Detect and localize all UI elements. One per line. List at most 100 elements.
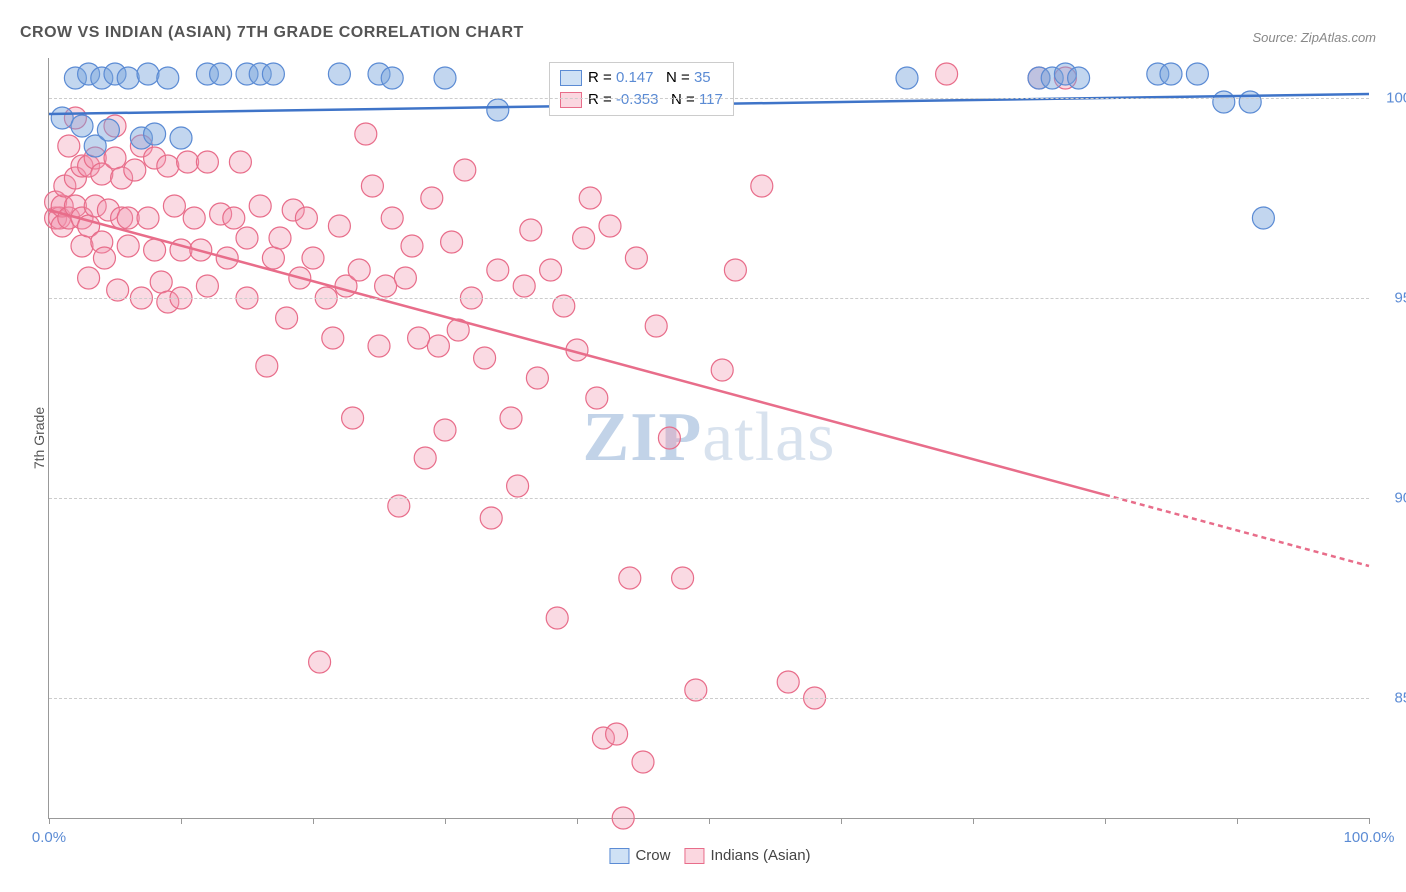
- scatter-point: [625, 247, 647, 269]
- scatter-point: [434, 419, 456, 441]
- scatter-point: [210, 63, 232, 85]
- scatter-point: [196, 151, 218, 173]
- scatter-point: [672, 567, 694, 589]
- scatter-point: [302, 247, 324, 269]
- scatter-point: [751, 175, 773, 197]
- scatter-point: [157, 155, 179, 177]
- scatter-point: [394, 267, 416, 289]
- y-tick-label: 95.0%: [1394, 290, 1406, 307]
- scatter-point: [1239, 91, 1261, 113]
- scatter-point: [137, 207, 159, 229]
- gridline: [49, 498, 1369, 499]
- scatter-point: [368, 335, 390, 357]
- x-tick: [709, 818, 710, 824]
- scatter-point: [612, 807, 634, 829]
- scatter-svg: [49, 58, 1369, 818]
- scatter-point: [632, 751, 654, 773]
- scatter-point: [454, 159, 476, 181]
- trend-line: [1105, 495, 1369, 566]
- scatter-point: [540, 259, 562, 281]
- scatter-point: [1160, 63, 1182, 85]
- chart-title: CROW VS INDIAN (ASIAN) 7TH GRADE CORRELA…: [20, 24, 524, 42]
- x-tick: [313, 818, 314, 824]
- y-tick-label: 85.0%: [1394, 690, 1406, 707]
- scatter-point: [117, 235, 139, 257]
- scatter-point: [401, 235, 423, 257]
- scatter-point: [71, 115, 93, 137]
- scatter-point: [375, 275, 397, 297]
- scatter-point: [408, 327, 430, 349]
- scatter-point: [295, 207, 317, 229]
- scatter-point: [348, 259, 370, 281]
- scatter-point: [328, 63, 350, 85]
- scatter-point: [1068, 67, 1090, 89]
- scatter-point: [150, 271, 172, 293]
- scatter-point: [355, 123, 377, 145]
- scatter-point: [262, 247, 284, 269]
- scatter-point: [777, 671, 799, 693]
- scatter-point: [177, 151, 199, 173]
- legend-label: Indians (Asian): [710, 847, 810, 864]
- y-axis-title: 7th Grade: [31, 407, 47, 469]
- scatter-point: [936, 63, 958, 85]
- scatter-point: [658, 427, 680, 449]
- stats-legend: R = 0.147 N = 35R = -0.353 N = 117: [549, 62, 734, 116]
- scatter-point: [276, 307, 298, 329]
- x-tick-label: 0.0%: [32, 829, 66, 846]
- scatter-point: [163, 195, 185, 217]
- legend-swatch: [609, 848, 629, 864]
- x-tick: [1237, 818, 1238, 824]
- plot-area: ZIPatlas R = 0.147 N = 35R = -0.353 N = …: [48, 58, 1369, 819]
- scatter-point: [896, 67, 918, 89]
- scatter-point: [421, 187, 443, 209]
- scatter-point: [124, 159, 146, 181]
- scatter-point: [322, 327, 344, 349]
- scatter-point: [487, 99, 509, 121]
- scatter-point: [249, 195, 271, 217]
- scatter-point: [269, 227, 291, 249]
- x-tick: [973, 818, 974, 824]
- trend-line: [49, 210, 1105, 495]
- scatter-point: [144, 239, 166, 261]
- scatter-point: [381, 207, 403, 229]
- scatter-point: [599, 215, 621, 237]
- scatter-point: [645, 315, 667, 337]
- x-tick: [577, 818, 578, 824]
- scatter-point: [500, 407, 522, 429]
- scatter-point: [427, 335, 449, 357]
- scatter-point: [573, 227, 595, 249]
- scatter-point: [434, 67, 456, 89]
- x-tick: [445, 818, 446, 824]
- x-tick: [1369, 818, 1370, 824]
- scatter-point: [144, 123, 166, 145]
- x-tick: [49, 818, 50, 824]
- gridline: [49, 98, 1369, 99]
- scatter-point: [520, 219, 542, 241]
- scatter-point: [711, 359, 733, 381]
- scatter-point: [606, 723, 628, 745]
- scatter-point: [546, 607, 568, 629]
- scatter-point: [579, 187, 601, 209]
- scatter-point: [474, 347, 496, 369]
- scatter-point: [97, 119, 119, 141]
- legend-label: Crow: [635, 847, 670, 864]
- scatter-point: [137, 63, 159, 85]
- legend-swatch: [684, 848, 704, 864]
- scatter-point: [1252, 207, 1274, 229]
- scatter-point: [223, 207, 245, 229]
- x-tick-label: 100.0%: [1344, 829, 1395, 846]
- scatter-point: [586, 387, 608, 409]
- scatter-point: [170, 127, 192, 149]
- scatter-point: [487, 259, 509, 281]
- scatter-point: [1186, 63, 1208, 85]
- scatter-point: [117, 67, 139, 89]
- scatter-point: [78, 267, 100, 289]
- x-tick: [841, 818, 842, 824]
- scatter-point: [93, 247, 115, 269]
- scatter-point: [262, 63, 284, 85]
- scatter-point: [157, 67, 179, 89]
- scatter-point: [196, 275, 218, 297]
- scatter-point: [236, 227, 258, 249]
- scatter-point: [71, 235, 93, 257]
- scatter-point: [414, 447, 436, 469]
